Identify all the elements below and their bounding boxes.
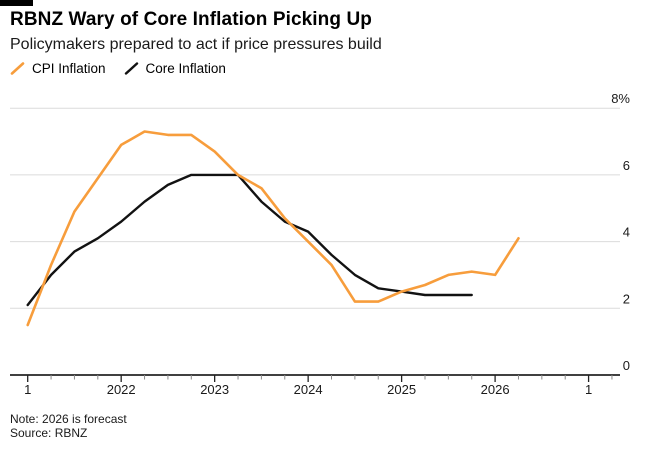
- x-axis-label-2023: 2023: [200, 382, 229, 397]
- y-axis-label-8%: 8%: [611, 91, 630, 106]
- chart-note: Note: 2026 is forecast: [10, 412, 127, 426]
- legend-item-core: Core Inflation: [124, 61, 226, 76]
- legend-item-cpi: CPI Inflation: [10, 61, 106, 76]
- x-axis-label-2026: 2026: [481, 382, 510, 397]
- y-axis-label-6: 6: [623, 158, 630, 173]
- core-line-swatch-icon: [124, 62, 138, 75]
- series-line-core-inflation: [26, 173, 473, 307]
- x-axis-label-2022: 2022: [107, 382, 136, 397]
- y-axis-label-4: 4: [623, 225, 630, 240]
- y-axis-label-2: 2: [623, 291, 630, 306]
- cpi-line-swatch-icon: [10, 62, 25, 75]
- y-axis-label-0: 0: [623, 358, 630, 373]
- x-axis-label-2024: 2024: [294, 382, 323, 397]
- x-axis-label-2025: 2025: [387, 382, 416, 397]
- legend-label-cpi: CPI Inflation: [32, 61, 106, 76]
- chart-source: Source: RBNZ: [10, 426, 88, 440]
- series-line-cpi-inflation: [26, 130, 520, 327]
- page-subtitle: Policymakers prepared to act if price pr…: [10, 36, 382, 53]
- x-axis-label-1: 1: [585, 382, 592, 397]
- x-axis-label-1: 1: [24, 382, 31, 397]
- chart-legend: CPI Inflation Core Inflation: [10, 61, 226, 76]
- legend-label-core: Core Inflation: [145, 61, 226, 76]
- page-title: RBNZ Wary of Core Inflation Picking Up: [10, 9, 372, 30]
- title-accent-bar: [0, 0, 33, 6]
